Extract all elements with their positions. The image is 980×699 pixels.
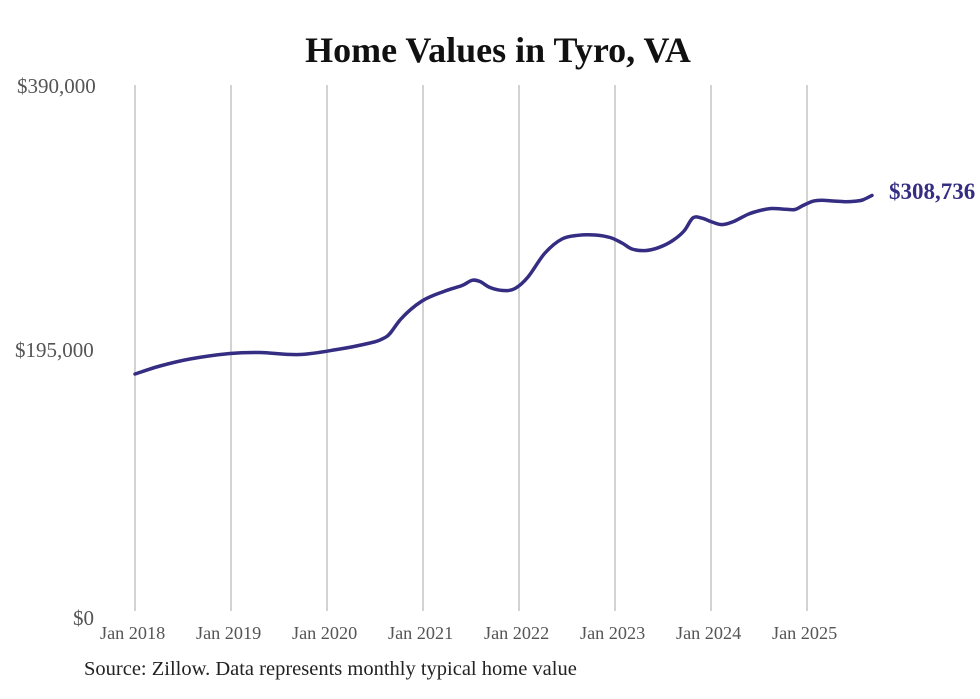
- svg-text:Jan 2024: Jan 2024: [676, 623, 741, 643]
- svg-text:$390,000: $390,000: [17, 74, 96, 98]
- svg-text:$195,000: $195,000: [15, 338, 94, 362]
- svg-text:Jan 2018: Jan 2018: [100, 623, 165, 643]
- svg-text:Jan 2020: Jan 2020: [292, 623, 357, 643]
- svg-text:Jan 2025: Jan 2025: [772, 623, 837, 643]
- svg-text:Jan 2023: Jan 2023: [580, 623, 645, 643]
- svg-text:Jan 2022: Jan 2022: [484, 623, 549, 643]
- svg-text:$0: $0: [73, 606, 94, 630]
- svg-text:$308,736: $308,736: [889, 179, 975, 204]
- svg-text:Jan 2019: Jan 2019: [196, 623, 261, 643]
- svg-text:Jan 2021: Jan 2021: [388, 623, 453, 643]
